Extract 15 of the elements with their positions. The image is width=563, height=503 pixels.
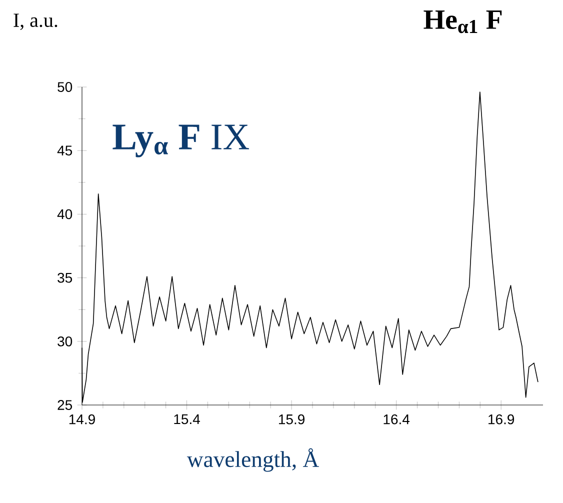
x-tick-label: 14.9 [69,414,95,424]
y-tick-label: 50 [58,82,72,92]
y-tick-label: 30 [58,336,72,346]
x-axis-title: wavelength, Å [186,448,319,472]
x-tick-label: 15.9 [278,414,304,424]
text: He$_{α1}$ F [424,10,502,34]
y-tick-label: 25 [58,400,72,410]
text: Ly$_{α}$ F IX [112,124,250,158]
y-tick-label: 40 [57,209,72,220]
x-tick-label: 16.9 [488,414,514,424]
y-axis-title: I, a.u. [14,14,58,30]
x-tick-label: 15.4 [174,414,200,424]
y-tick-label: 45 [57,146,72,156]
x-tick-label: 16.4 [384,414,410,424]
y-tick-label: 35 [58,272,72,283]
